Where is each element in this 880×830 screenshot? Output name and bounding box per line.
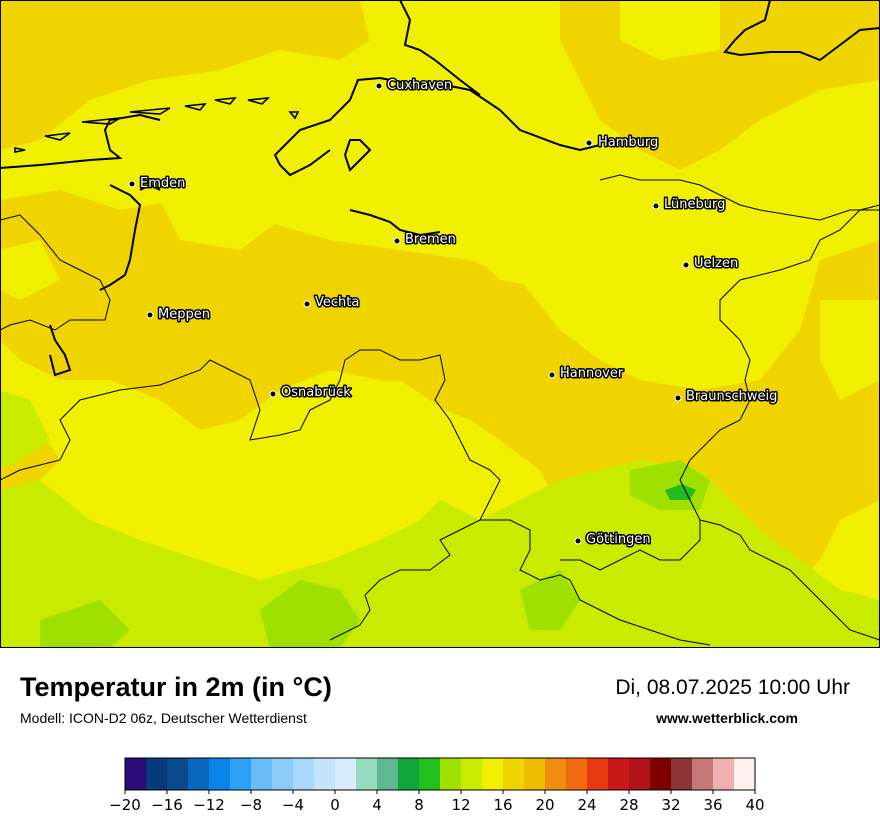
colorbar-swatch (566, 758, 588, 790)
temperature-colorbar: −20 −16 −12 −8 −4 0 4 8 12 16 20 24 28 32 36 40 (109, 757, 765, 814)
colorbar-swatch (314, 758, 336, 790)
colorbar-swatch (713, 758, 735, 790)
colorbar-swatch (629, 758, 651, 790)
city-label-vechta: Vechta (315, 295, 359, 310)
colorbar-swatch (251, 758, 273, 790)
colorbar-swatch (377, 758, 399, 790)
colorbar-tick-label: 28 (619, 796, 638, 814)
forecast-datetime: Di, 08.07.2025 10:00 Uhr (615, 676, 850, 699)
city-markers: Cuxhaven Hamburg Emden Lüneburg Bremen U… (128, 77, 779, 549)
city-uelzen: Uelzen (682, 255, 740, 273)
colorbar-swatch (461, 758, 483, 790)
colorbar-swatch (398, 758, 420, 790)
colorbar-swatch (125, 758, 147, 790)
colorbar-swatch (209, 758, 231, 790)
colorbar-swatch (608, 758, 630, 790)
colorbar-tick-label: 32 (661, 796, 680, 814)
colorbar-tick-label: 24 (577, 796, 596, 814)
colorbar-swatch (545, 758, 567, 790)
colorbar-swatch (188, 758, 210, 790)
city-lueneburg: Lüneburg (652, 196, 727, 214)
map-title: Temperatur in 2m (in °C) (20, 672, 332, 702)
colorbar-tick-label: 16 (493, 796, 512, 814)
colorbar-swatch (230, 758, 252, 790)
colorbar-tick-label: −8 (240, 796, 262, 814)
colorbar-tick-label: −4 (282, 796, 304, 814)
city-braunschweig: Braunschweig (674, 388, 779, 406)
city-hannover: Hannover (548, 365, 625, 383)
colorbar-tick-label: 36 (703, 796, 722, 814)
frisian-islands (14, 96, 300, 153)
city-label-goettingen: Göttingen (586, 532, 651, 547)
city-label-cuxhaven: Cuxhaven (387, 78, 452, 93)
mild-temperature-regions (0, 0, 880, 470)
colorbar-ticks: −20 −16 −12 −8 −4 0 4 8 12 16 20 24 28 32 36 40 (109, 790, 765, 814)
city-bremen: Bremen (393, 231, 457, 249)
colorbar-swatch (293, 758, 315, 790)
city-cuxhaven: Cuxhaven (375, 77, 454, 95)
colorbar-swatch (524, 758, 546, 790)
colorbar-tick-label: −12 (193, 796, 225, 814)
colorbar-swatches (124, 757, 756, 791)
colorbar-swatch (146, 758, 168, 790)
colorbar-swatch (356, 758, 378, 790)
colorbar-swatch (650, 758, 672, 790)
city-label-osnabrueck: Osnabrück (281, 385, 351, 400)
cooler-temperature-regions (40, 460, 710, 648)
colorbar-swatch (272, 758, 294, 790)
colorbar-swatch (335, 758, 357, 790)
colorbar-tick-label: 0 (330, 796, 340, 814)
colorbar-tick-label: 20 (535, 796, 554, 814)
model-info: Modell: ICON-D2 06z, Deutscher Wetterdie… (20, 710, 307, 726)
coastline-lines (0, 0, 880, 377)
city-label-hamburg: Hamburg (598, 135, 658, 150)
colorbar-swatch (734, 758, 756, 790)
colorbar-swatch (503, 758, 525, 790)
colorbar-swatch (167, 758, 189, 790)
city-hamburg: Hamburg (585, 134, 660, 152)
city-vechta: Vechta (303, 294, 361, 312)
city-osnabrueck: Osnabrück (269, 384, 353, 402)
city-emden: Emden (128, 175, 187, 193)
colorbar-swatch (440, 758, 462, 790)
colorbar-tick-label: 8 (414, 796, 424, 814)
city-label-emden: Emden (140, 176, 185, 191)
colorbar-tick-label: 4 (372, 796, 382, 814)
colorbar-swatch (692, 758, 714, 790)
state-borders (0, 174, 880, 646)
city-label-bremen: Bremen (405, 232, 456, 247)
city-meppen: Meppen (146, 306, 211, 324)
website-link[interactable]: www.wetterblick.com (656, 710, 798, 726)
colorbar-swatch (482, 758, 504, 790)
colorbar-swatch (587, 758, 609, 790)
legend-footer: Temperatur in 2m (in °C) Modell: ICON-D2… (0, 648, 880, 830)
temperature-map: Cuxhaven Hamburg Emden Lüneburg Bremen U… (0, 0, 880, 648)
colorbar-frame (124, 757, 756, 791)
city-label-lueneburg: Lüneburg (664, 197, 725, 212)
colorbar-tick-label: 12 (451, 796, 470, 814)
colorbar-swatch (419, 758, 441, 790)
colorbar-tick-label: −20 (109, 796, 141, 814)
colorbar-tick-label: 40 (745, 796, 764, 814)
city-label-braunschweig: Braunschweig (686, 389, 777, 404)
city-label-hannover: Hannover (560, 366, 624, 381)
city-label-uelzen: Uelzen (694, 256, 738, 271)
city-label-meppen: Meppen (158, 307, 210, 322)
city-goettingen: Göttingen (574, 531, 652, 549)
colorbar-swatch (671, 758, 693, 790)
colorbar-tick-label: −16 (151, 796, 183, 814)
